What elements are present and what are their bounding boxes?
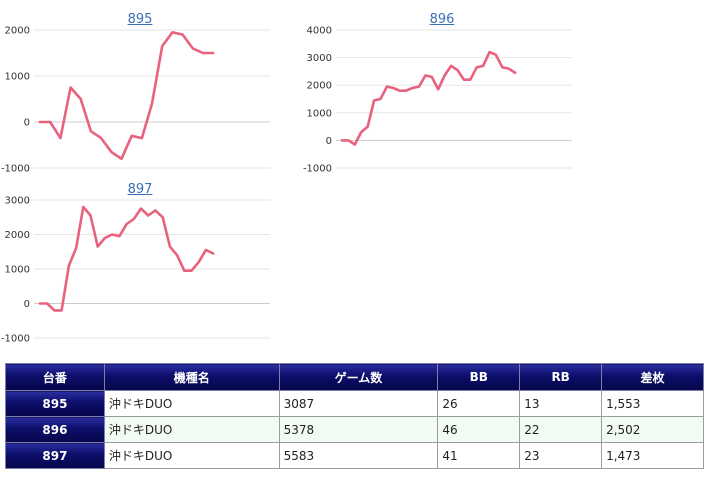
model-name-cell: 沖ドキDUO: [103, 442, 280, 469]
line-chart: 2000 1000 0 -1000: [1, 26, 270, 175]
difference-cell: 2,502: [601, 416, 704, 443]
line-chart: 4000 3000 2000 1000 0 -1000: [303, 26, 572, 175]
bb-cell: 26: [437, 390, 521, 417]
machine-number-cell: 897: [5, 442, 105, 469]
game-count-cell: 3087: [278, 390, 439, 417]
y-tick-label: 4000: [307, 26, 332, 37]
series-line: [340, 50, 517, 146]
game-count-cell: 5378: [278, 416, 439, 443]
rb-cell: 22: [519, 416, 603, 443]
table-row: 897 沖ドキDUO 5583 41 23 1,473: [5, 442, 704, 469]
chart-title-link[interactable]: 897: [127, 182, 153, 197]
table-row: 895 沖ドキDUO 3087 26 13 1,553: [5, 390, 704, 417]
column-header-difference: 差枚: [601, 363, 704, 391]
column-header-bb: BB: [437, 363, 521, 391]
chart-title-link[interactable]: 895: [127, 12, 153, 27]
series-line: [38, 205, 215, 312]
y-tick-label: 0: [24, 118, 30, 129]
machine-number-cell: 896: [5, 416, 105, 443]
chart-896: 896 4000 3000 2000 1000 0 -1000: [302, 12, 582, 175]
game-count-cell: 5583: [278, 442, 439, 469]
y-tick-label: 1000: [5, 265, 30, 276]
model-name-cell: 沖ドキDUO: [103, 416, 280, 443]
column-header-machine-number: 台番: [5, 363, 105, 391]
y-tick-label: -1000: [1, 164, 30, 175]
slot-data-table: 台番 機種名 ゲーム数 BB RB 差枚 895 沖ドキDUO 3087 26 …: [5, 363, 704, 469]
y-tick-label: 3000: [5, 196, 30, 207]
difference-cell: 1,473: [601, 442, 704, 469]
bb-cell: 41: [437, 442, 521, 469]
y-tick-label: 2000: [5, 26, 30, 37]
line-chart: 3000 2000 1000 0 -1000: [1, 196, 270, 345]
y-tick-label: 1000: [5, 72, 30, 83]
column-header-rb: RB: [519, 363, 603, 391]
y-tick-label: 2000: [307, 81, 332, 92]
column-header-model-name: 機種名: [103, 363, 280, 391]
machine-number-cell: 895: [5, 390, 105, 417]
series-line: [38, 30, 215, 161]
model-name-cell: 沖ドキDUO: [103, 390, 280, 417]
column-header-game-count: ゲーム数: [278, 363, 439, 391]
chart-895: 895 2000 1000 0 -1000: [0, 12, 280, 175]
chart-title-link[interactable]: 896: [429, 12, 455, 27]
y-tick-label: -1000: [1, 334, 30, 345]
bb-cell: 46: [437, 416, 521, 443]
y-tick-label: 0: [326, 136, 332, 147]
y-tick-label: 2000: [5, 230, 30, 241]
table-row: 896 沖ドキDUO 5378 46 22 2,502: [5, 416, 704, 443]
table-header-row: 台番 機種名 ゲーム数 BB RB 差枚: [5, 363, 704, 391]
y-tick-label: -1000: [303, 164, 332, 175]
chart-897: 897 3000 2000 1000 0 -1000: [0, 182, 280, 345]
rb-cell: 23: [519, 442, 603, 469]
y-tick-label: 1000: [307, 108, 332, 119]
y-tick-label: 0: [24, 299, 30, 310]
rb-cell: 13: [519, 390, 603, 417]
difference-cell: 1,553: [601, 390, 704, 417]
y-tick-label: 3000: [307, 53, 332, 64]
